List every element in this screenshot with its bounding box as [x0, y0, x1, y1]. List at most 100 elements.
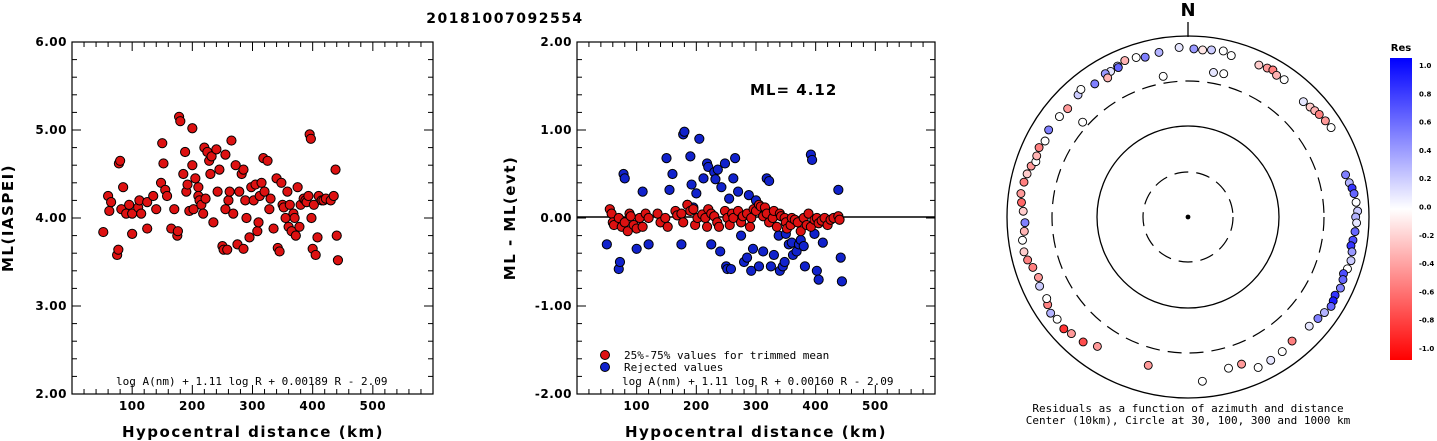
station-point: [1351, 197, 1361, 207]
x-tick-label: 300: [743, 399, 770, 413]
y-tick-labels-1: 2.00 3.00 4.00 5.00 6.00: [35, 35, 67, 401]
x-tick-label: 300: [239, 399, 266, 413]
residual-scatter-panel: -2.00 -1.00 0.00 1.00 2.00 100 200 300 400 500 M…: [501, 35, 936, 441]
rejected-point: [694, 133, 705, 144]
trimmed-point: [678, 217, 689, 228]
station-point: [1063, 104, 1073, 114]
legend-label-rejected: Rejected values: [624, 361, 723, 374]
x-tick-label: 400: [802, 399, 829, 413]
ml-point: [127, 228, 138, 239]
rejected-point: [667, 168, 678, 180]
ml-point: [284, 199, 295, 210]
x-tick-label: 400: [299, 399, 326, 413]
station-point: [1314, 109, 1324, 119]
rejected-point: [730, 153, 741, 164]
station-point: [1341, 170, 1351, 180]
ml-point: [178, 168, 189, 180]
ml-point: [161, 190, 173, 202]
trimmed-point: [803, 208, 814, 219]
y-tick-label: 2.00: [35, 387, 67, 401]
ml-point: [256, 177, 267, 188]
y-tick-label: 3.00: [35, 299, 67, 313]
rejected-point: [741, 252, 753, 263]
colorbar-tick-label: -0.2: [1419, 232, 1434, 240]
station-point: [1313, 314, 1323, 323]
rejected-point: [733, 186, 744, 197]
x-tick-label: 100: [119, 399, 146, 413]
ml-point: [253, 217, 264, 228]
rejected-point: [798, 241, 809, 252]
x-tick-labels-1: 100 200 300 400 500: [119, 399, 386, 413]
y-tick-label: 0.00: [540, 211, 572, 225]
station-point: [1266, 355, 1276, 365]
ml-point: [214, 164, 225, 175]
ml-point: [274, 246, 285, 257]
station-point: [1143, 360, 1153, 370]
y-tick-label: 5.00: [35, 123, 67, 137]
trimmed-point: [728, 212, 739, 224]
ml-point: [148, 190, 159, 202]
ml-point: [226, 135, 237, 146]
ml-point: [104, 205, 115, 217]
ml-points: [98, 111, 344, 266]
ml-point: [158, 158, 169, 169]
station-point: [1287, 336, 1297, 346]
station-point: [1326, 123, 1336, 133]
ml-point: [223, 195, 234, 206]
rejected-point: [835, 252, 846, 263]
ml-point: [252, 226, 263, 237]
ml-point: [193, 182, 204, 193]
rejected-point: [664, 184, 675, 195]
rejected-point: [685, 151, 696, 162]
ml-point: [169, 204, 180, 215]
rejected-point: [747, 243, 759, 254]
station-point: [1034, 143, 1044, 153]
station-point: [1277, 347, 1287, 357]
ring-100km: [1096, 125, 1280, 309]
ml-point: [224, 186, 235, 197]
station-point: [1059, 324, 1069, 334]
ml-point: [230, 160, 241, 171]
rejected-point: [686, 179, 697, 190]
colorbar-gradient: [1390, 58, 1412, 360]
station-point: [1224, 363, 1233, 373]
ml-point: [262, 155, 273, 166]
station-point: [1018, 235, 1027, 245]
station-point: [1022, 169, 1032, 179]
x-tick-labels-2: 100 200 300 400 500: [623, 399, 888, 413]
trimmed-point: [713, 221, 725, 232]
rejected-point: [698, 173, 709, 184]
station-point: [1237, 359, 1246, 369]
trimmed-point: [662, 221, 673, 232]
ml-point: [294, 221, 305, 232]
ml-point: [292, 182, 303, 193]
rejected-point: [758, 246, 769, 257]
trimmed-point: [643, 212, 654, 224]
ml-point: [259, 186, 270, 197]
formula-2: log A(nm) + 1.11 log R + 0.00160 R - 2.0…: [622, 375, 894, 388]
ml-point: [182, 179, 193, 190]
trimmed-point: [652, 208, 663, 219]
station-point: [1320, 116, 1330, 126]
ml-point: [190, 173, 201, 184]
station-point: [1035, 281, 1045, 291]
ml-point: [220, 149, 231, 160]
trimmed-point: [834, 214, 845, 225]
rejected-point: [679, 126, 690, 137]
station-point: [1054, 112, 1064, 122]
x-tick-label: 200: [683, 399, 710, 413]
station-point: [1218, 46, 1228, 56]
legend-marker-trimmed: [600, 350, 610, 360]
ml-point: [212, 186, 223, 197]
rejected-point: [764, 175, 775, 187]
rejected-point: [817, 237, 828, 248]
ml-point: [205, 168, 216, 180]
rejected-point: [706, 239, 717, 250]
rejected-point: [813, 274, 824, 285]
colorbar-title: Res: [1391, 43, 1411, 54]
station-point: [1032, 151, 1042, 161]
ml-point: [276, 177, 287, 188]
event-title: 20181007092554: [426, 11, 583, 27]
station-point: [1019, 177, 1029, 187]
station-point: [1044, 125, 1054, 135]
